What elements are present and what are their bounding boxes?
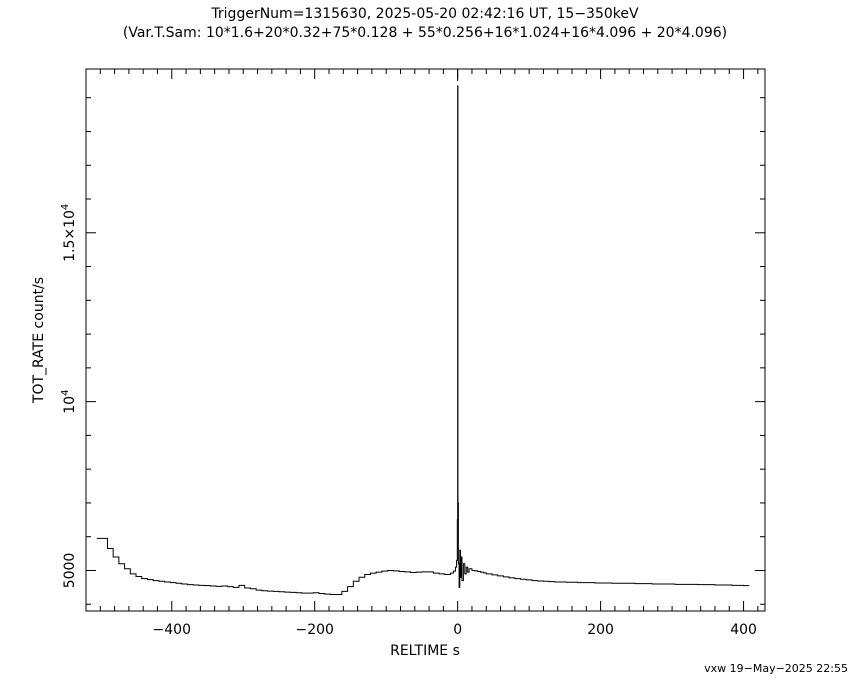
y-tick-label: 1.5×104	[60, 204, 78, 262]
chart-title: TriggerNum=1315630, 2025-05-20 02:42:16 …	[210, 6, 639, 22]
y-tick-label: 104	[60, 390, 78, 414]
chart-subtitle: (Var.T.Sam: 10*1.6+20*0.32+75*0.128 + 55…	[123, 25, 727, 41]
axis-tick-labels: −400 −200 0 200 400 5000 104 1.5×104	[60, 204, 757, 638]
y-tick-label: 5000	[62, 553, 78, 589]
x-tick-label: 0	[453, 622, 462, 638]
y-axis-label: TOT_RATE count/s	[31, 277, 47, 404]
x-tick-label: −200	[295, 622, 333, 638]
footer-stamp: vxw 19−May−2025 22:55	[704, 662, 848, 675]
series-line	[96, 85, 750, 595]
axis-ticks	[86, 69, 765, 611]
x-tick-label: 200	[587, 622, 614, 638]
plot-frame	[85, 68, 766, 612]
x-axis-label: RELTIME s	[390, 643, 460, 659]
x-tick-label: −400	[153, 622, 191, 638]
x-tick-label: 400	[730, 622, 757, 638]
